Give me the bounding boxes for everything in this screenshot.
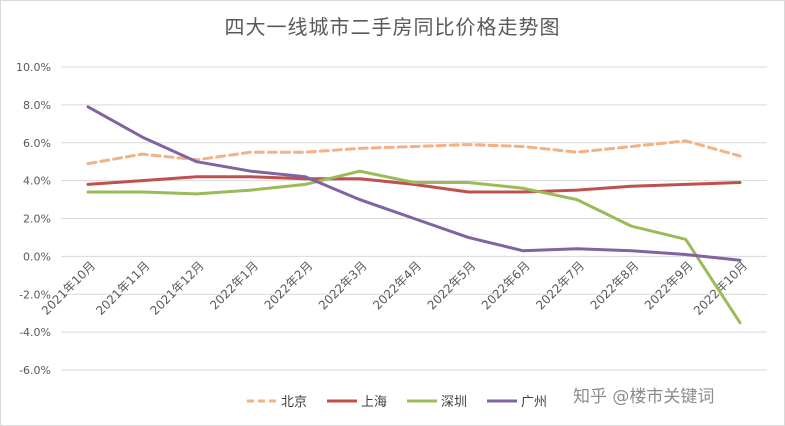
gridlines — [61, 66, 767, 371]
series-line-2 — [86, 169, 742, 325]
y-tick-label: 8.0% — [23, 99, 51, 112]
y-tick-label: 4.0% — [23, 175, 51, 188]
x-tick-label: 2022年2月 — [262, 259, 316, 313]
y-tick-label: 0.0% — [23, 250, 51, 263]
series-line-1 — [86, 175, 742, 194]
legend: 北京 上海 深圳 广州 — [247, 395, 547, 410]
legend-label: 北京 — [281, 395, 307, 410]
y-tick-label: -4.0% — [19, 326, 51, 339]
x-tick-label: 2022年4月 — [370, 259, 424, 313]
chart-title: 四大一线城市二手房同比价格走势图 — [224, 15, 561, 39]
y-tick-label: -2.0% — [19, 288, 51, 301]
x-tick-label: 2022年8月 — [588, 259, 642, 313]
series-line-0 — [86, 139, 742, 166]
x-tick-label: 2022年1月 — [207, 259, 261, 313]
y-tick-label: -6.0% — [19, 364, 51, 377]
x-tick-label: 2022年5月 — [425, 259, 479, 313]
legend-label: 深圳 — [441, 395, 467, 410]
series-lines — [86, 105, 742, 325]
y-tick-label: 2.0% — [23, 213, 51, 226]
x-tick-label: 2021年12月 — [148, 259, 207, 318]
y-tick-label: 10.0% — [16, 61, 51, 74]
y-axis-ticks: 10.0% 8.0% 6.0% 4.0% 2.0% 0.0% -2.0% -4.0% -6.0% — [16, 61, 51, 377]
x-tick-label: 2022年6月 — [479, 259, 533, 313]
x-tick-label: 2022年3月 — [316, 259, 370, 313]
x-tick-label: 2021年11月 — [93, 259, 152, 318]
series-line-3 — [86, 105, 742, 262]
legend-label: 上海 — [361, 395, 387, 410]
watermark-text: 知乎 @楼市关键词 — [573, 387, 714, 407]
y-tick-label: 6.0% — [23, 137, 51, 150]
x-tick-label: 2022年9月 — [642, 259, 696, 313]
legend-label: 广州 — [521, 395, 547, 410]
x-tick-label: 2022年7月 — [533, 259, 587, 313]
x-tick-label: 2022年10月 — [691, 259, 750, 318]
